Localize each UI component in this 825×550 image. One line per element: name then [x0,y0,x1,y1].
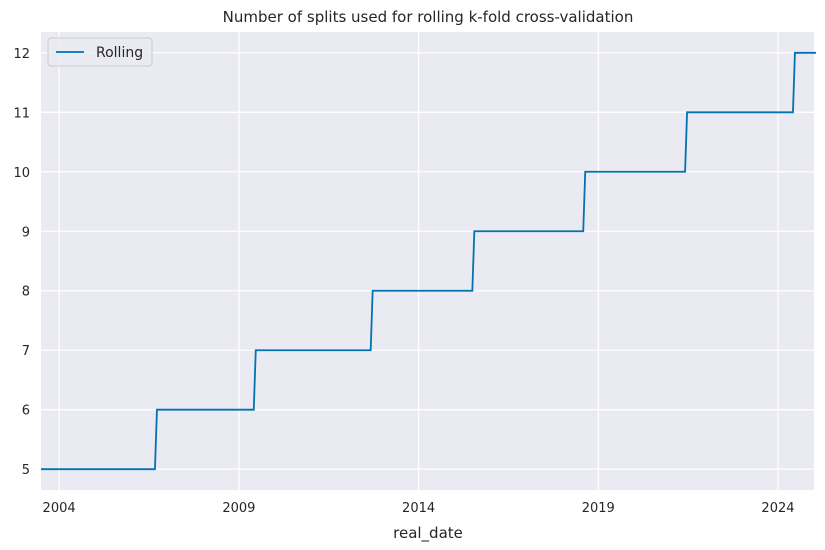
x-axis: 2004 2009 2014 2019 2024 [43,501,795,516]
grid [41,32,814,490]
y-tick-label: 12 [13,47,30,62]
y-tick-label: 8 [22,285,30,300]
series-line [41,51,816,471]
y-tick-label: 10 [13,166,30,181]
y-axis: 5 6 7 8 9 10 11 12 [13,47,30,478]
legend: Rolling [47,37,153,67]
x-tick-label: 2014 [402,501,435,516]
series-layer [41,51,816,471]
y-tick-label: 6 [22,404,30,419]
legend-box [47,37,153,67]
x-tick-label: 2009 [222,501,255,516]
x-axis-title: real_date [393,524,463,543]
x-tick-label: 2019 [582,501,615,516]
plot-area [41,32,814,490]
y-tick-label: 9 [22,225,30,240]
y-tick-label: 11 [13,106,30,121]
chart-title: Number of splits used for rolling k-fold… [223,8,634,26]
legend-label: Rolling [96,45,143,61]
x-tick-label: 2024 [761,501,794,516]
y-tick-label: 5 [22,463,30,478]
y-tick-label: 7 [22,344,30,359]
x-tick-label: 2004 [43,501,76,516]
